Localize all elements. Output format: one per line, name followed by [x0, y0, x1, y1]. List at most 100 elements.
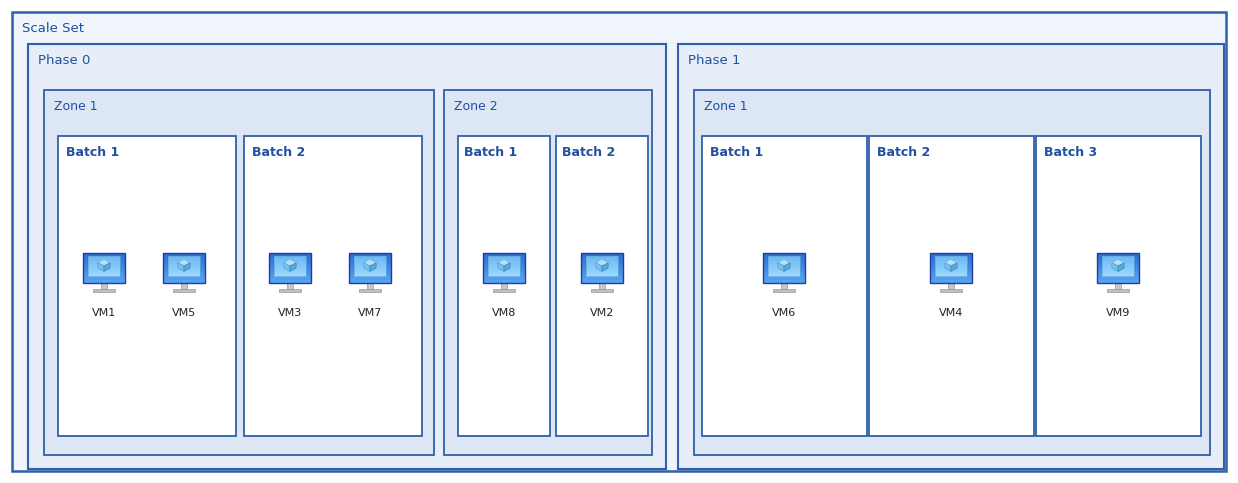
Bar — [764, 275, 805, 277]
Polygon shape — [364, 263, 370, 271]
Text: Batch 1: Batch 1 — [464, 146, 517, 159]
Bar — [586, 257, 618, 259]
Bar — [58, 136, 236, 436]
Bar — [172, 288, 196, 292]
Polygon shape — [104, 263, 110, 271]
Bar — [1102, 268, 1134, 270]
Bar — [768, 268, 800, 270]
Bar — [270, 271, 311, 273]
Bar — [354, 256, 386, 257]
Bar — [274, 259, 306, 260]
Bar — [354, 273, 386, 275]
Polygon shape — [777, 263, 784, 271]
Bar — [83, 264, 125, 266]
Bar — [270, 278, 311, 280]
Polygon shape — [284, 259, 296, 266]
Bar — [83, 267, 125, 269]
Bar — [582, 278, 623, 280]
Bar — [586, 261, 618, 262]
Bar — [1102, 259, 1134, 260]
Bar — [88, 256, 120, 257]
Bar — [488, 264, 520, 265]
Bar — [930, 259, 972, 261]
Polygon shape — [595, 259, 608, 266]
Text: Batch 1: Batch 1 — [711, 146, 764, 159]
Text: Phase 1: Phase 1 — [688, 54, 740, 67]
Bar — [768, 270, 800, 271]
Polygon shape — [498, 263, 504, 271]
Bar — [270, 281, 311, 283]
Bar — [1115, 283, 1120, 288]
Bar — [930, 270, 972, 271]
Bar — [163, 259, 204, 261]
Bar — [163, 255, 204, 256]
Bar — [935, 271, 967, 272]
Bar — [483, 274, 525, 276]
Bar — [768, 265, 800, 267]
Bar — [270, 253, 311, 283]
Bar — [93, 288, 115, 292]
Polygon shape — [184, 263, 191, 271]
Bar — [88, 271, 120, 272]
Bar — [582, 261, 623, 263]
Bar — [349, 277, 391, 279]
Polygon shape — [98, 263, 104, 271]
Bar — [270, 256, 311, 258]
Bar — [274, 273, 306, 275]
Bar — [483, 255, 525, 256]
Bar — [349, 257, 391, 260]
Bar — [488, 270, 520, 271]
Bar — [591, 288, 613, 292]
Bar — [1097, 278, 1139, 280]
Bar — [930, 281, 972, 283]
Bar — [349, 261, 391, 263]
Bar — [582, 253, 623, 283]
Bar — [83, 256, 125, 258]
Bar — [83, 270, 125, 271]
Bar — [83, 262, 125, 264]
Bar — [483, 275, 525, 277]
Bar — [270, 255, 311, 256]
Bar — [270, 257, 311, 260]
Bar — [935, 267, 967, 269]
Bar — [1097, 261, 1139, 263]
Bar — [582, 281, 623, 283]
Bar — [349, 270, 391, 271]
Bar — [444, 90, 652, 455]
Bar — [88, 273, 120, 275]
Bar — [83, 277, 125, 279]
Bar — [354, 275, 386, 277]
Bar — [586, 264, 618, 265]
Polygon shape — [945, 259, 957, 266]
Bar — [1097, 274, 1139, 276]
Bar — [88, 257, 120, 259]
Bar — [88, 270, 120, 271]
Bar — [83, 271, 125, 273]
Bar — [764, 272, 805, 274]
Bar — [83, 259, 125, 261]
Bar — [935, 260, 967, 261]
Bar — [1097, 277, 1139, 279]
Bar — [930, 278, 972, 280]
Text: Phase 0: Phase 0 — [38, 54, 90, 67]
Bar — [163, 277, 204, 279]
Polygon shape — [595, 263, 602, 271]
Polygon shape — [945, 263, 951, 271]
Bar — [354, 271, 386, 272]
Bar — [768, 256, 800, 276]
Bar — [586, 262, 618, 263]
Bar — [88, 274, 120, 276]
Bar — [930, 275, 972, 277]
Bar — [768, 261, 800, 262]
Bar — [349, 264, 391, 266]
Bar — [582, 274, 623, 276]
Bar — [488, 259, 520, 260]
Bar — [274, 266, 306, 268]
Bar — [483, 278, 525, 280]
Bar — [168, 270, 201, 271]
Bar — [586, 273, 618, 275]
Bar — [168, 273, 201, 275]
Bar — [168, 275, 201, 277]
Bar — [764, 278, 805, 280]
Bar — [274, 256, 306, 258]
